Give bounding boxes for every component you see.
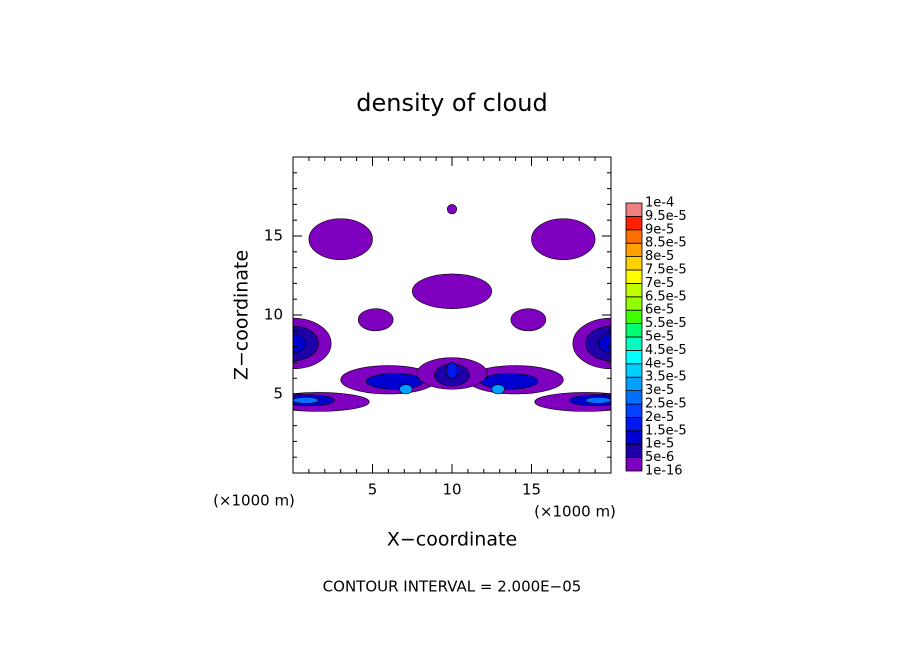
y-tick-label: 15 [264, 227, 283, 245]
x-tick-label: 10 [442, 481, 461, 499]
colorbar-segment [625, 256, 643, 271]
x-tick-label: 5 [368, 481, 378, 499]
colorbar-segment [625, 229, 643, 244]
colorbar-label: 1e-16 [645, 464, 683, 479]
contour-region [446, 204, 458, 215]
colorbar-label: 3.5e-5 [645, 370, 687, 385]
y-axis-label: Z−coordinate [231, 250, 253, 380]
plot-area [293, 204, 611, 412]
colorbar-label: 5e-5 [645, 330, 674, 345]
colorbar-segment [625, 242, 643, 257]
contour-region [446, 362, 458, 379]
colorbar-label: 9e-5 [645, 222, 674, 237]
colorbar-label: 1e-5 [645, 437, 674, 452]
colorbar-label: 9.5e-5 [645, 209, 687, 224]
contour-region [597, 333, 611, 354]
contour-region [293, 333, 307, 354]
contour-region [411, 273, 493, 309]
colorbar-label: 1e-4 [645, 196, 674, 211]
colorbar-segment [625, 336, 643, 351]
contour-region [399, 384, 413, 395]
axes [292, 156, 612, 474]
colorbar-label: 1.5e-5 [645, 423, 687, 438]
colorbar-label: 2.5e-5 [645, 397, 687, 412]
chart-title: density of cloud [356, 89, 547, 117]
colorbar-label: 5.5e-5 [645, 316, 687, 331]
contour-region [365, 373, 424, 390]
colorbar-segment [625, 416, 643, 432]
y-unit: (×1000 m) [213, 492, 295, 510]
colorbar-segment [625, 269, 643, 284]
colorbar-label: 2e-5 [645, 410, 674, 425]
colorbar-segment [625, 349, 643, 365]
colorbar-label: 7e-5 [645, 276, 674, 291]
colorbar-segment [625, 323, 643, 338]
colorbar-label: 6.5e-5 [645, 289, 687, 304]
colorbar-label: 6e-5 [645, 303, 674, 318]
colorbar-segment [625, 376, 643, 392]
contour-region [308, 218, 373, 260]
contour-region [585, 396, 611, 404]
colorbar-label: 8.5e-5 [645, 236, 687, 251]
x-tick-label: 15 [522, 481, 541, 499]
contour-region [357, 308, 394, 332]
contour-region [293, 396, 319, 404]
y-tick-label: 10 [264, 306, 283, 324]
colorbar-label: 3e-5 [645, 383, 674, 398]
colorbar-segment [625, 309, 643, 325]
colorbar-segment [625, 363, 643, 378]
colorbar-segment [625, 282, 643, 298]
contour-region [510, 308, 547, 332]
colorbar-segment [625, 430, 643, 445]
contour-region [491, 384, 505, 395]
footer-note: CONTOUR INTERVAL = 2.000E−05 [323, 578, 582, 596]
colorbar-segment [625, 296, 643, 311]
colorbar-segment [625, 443, 643, 459]
contour-region [531, 218, 596, 260]
colorbar-segment [625, 202, 643, 217]
colorbar-segment [625, 457, 643, 472]
colorbar-label: 4e-5 [645, 356, 674, 371]
colorbar-segment [625, 215, 643, 231]
y-tick-label: 5 [273, 385, 283, 403]
colorbar-label: 8e-5 [645, 249, 674, 264]
colorbar-label: 7.5e-5 [645, 263, 687, 278]
colorbar-label: 5e-6 [645, 450, 674, 465]
x-axis-label: X−coordinate [387, 529, 517, 551]
contour-region [480, 373, 539, 390]
colorbar-segment [625, 403, 643, 418]
colorbar-segment [625, 390, 643, 405]
x-unit: (×1000 m) [534, 503, 616, 521]
colorbar-label: 4.5e-5 [645, 343, 687, 358]
